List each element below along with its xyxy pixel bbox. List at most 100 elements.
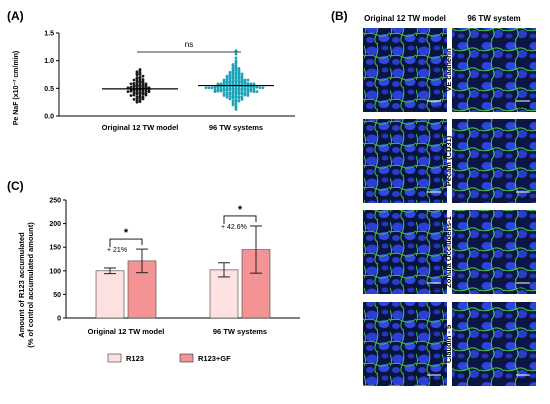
a-data-point	[234, 76, 238, 80]
a-data-point	[234, 80, 238, 84]
c-y-tick-label: 150	[49, 245, 61, 252]
a-y-tick-label: 1.5	[44, 31, 54, 38]
c-y-tick-label: 0	[57, 316, 61, 323]
a-data-point	[216, 89, 220, 93]
a-data-point	[222, 94, 226, 97]
a-data-point	[225, 81, 229, 85]
a-data-point	[141, 74, 145, 78]
a-data-point	[207, 86, 211, 90]
a-data-point	[258, 86, 262, 90]
c-legend-label-0: R123	[126, 354, 144, 363]
a-data-point	[132, 93, 136, 97]
b-row-label: Claudin - 5	[444, 325, 453, 363]
a-y-tick-label: 0.0	[44, 114, 54, 121]
a-data-point	[135, 81, 139, 85]
a-data-point	[255, 85, 259, 89]
a-data-point	[129, 82, 133, 86]
panel-label-c: (C)	[7, 179, 24, 193]
a-data-point	[234, 102, 238, 106]
c-significance-bracket	[109, 238, 143, 248]
a-data-point	[237, 99, 241, 103]
panel-label-a: (A)	[7, 9, 24, 23]
a-data-point	[231, 76, 235, 80]
b-scale-bar-label: 25 µm	[517, 104, 530, 109]
a-data-point	[138, 92, 142, 96]
a-data-point	[228, 88, 232, 92]
a-ns-label: ns	[185, 40, 193, 49]
a-data-point	[144, 89, 148, 93]
c-x-tick-label-0: Original 12 TW model	[88, 327, 165, 336]
a-data-point	[225, 91, 229, 95]
a-data-point	[213, 88, 217, 91]
a-data-point	[237, 80, 241, 84]
a-data-point	[138, 100, 142, 104]
a-data-point	[234, 56, 238, 60]
a-data-point	[231, 101, 235, 105]
a-data-point	[138, 73, 142, 76]
c-legend-label-1: R123+GF	[198, 354, 231, 363]
a-data-point	[237, 77, 241, 81]
a-data-point	[237, 88, 241, 92]
c-y-tick-label: 250	[49, 198, 61, 205]
a-data-point	[240, 93, 244, 96]
a-data-point	[237, 73, 241, 77]
a-data-point	[252, 88, 256, 91]
c-significance-bracket	[223, 215, 257, 224]
a-data-point	[222, 89, 226, 92]
a-y-axis-label: Pe NaF (x10⁻³ cm/min)	[13, 51, 20, 126]
a-data-point	[240, 98, 244, 101]
a-data-point	[138, 96, 142, 100]
c-legend: R123 R123+GF	[107, 353, 231, 363]
a-data-point	[231, 88, 235, 92]
a-data-point	[213, 90, 217, 94]
a-data-point	[237, 96, 241, 100]
a-data-point	[234, 107, 238, 111]
a-data-point	[135, 96, 139, 100]
a-data-point	[246, 91, 250, 95]
b-micrograph	[452, 28, 536, 112]
a-data-point	[132, 81, 136, 85]
c-legend-swatch-0	[107, 353, 122, 363]
b-micrograph	[363, 119, 447, 203]
panel-label-b: (B)	[331, 9, 348, 23]
c-y-axis-label: Amount of R123 accumulated	[17, 232, 26, 338]
a-data-point	[126, 90, 130, 94]
a-data-point	[138, 69, 142, 73]
a-data-point	[213, 85, 217, 89]
a-data-point	[261, 86, 265, 90]
c-percent-label: + 21%	[107, 247, 127, 254]
a-data-point	[243, 89, 247, 92]
a-data-point	[135, 100, 139, 104]
a-data-point	[237, 92, 241, 96]
b-column-title-1: 96 TW system	[467, 14, 520, 23]
b-scale-bar-label: 25 µm	[517, 286, 530, 291]
a-data-point	[246, 94, 250, 97]
a-data-point	[225, 78, 229, 81]
a-data-point	[231, 96, 235, 100]
c-significance-star: *	[124, 227, 129, 239]
a-data-point	[132, 98, 136, 101]
a-data-point	[138, 80, 142, 84]
c-y-tick-label: 200	[49, 221, 61, 228]
b-micrograph	[452, 210, 536, 294]
a-data-point	[249, 85, 253, 89]
a-data-point	[234, 92, 238, 96]
a-data-point	[147, 90, 151, 94]
a-data-point	[135, 84, 139, 88]
a-data-point	[135, 73, 139, 77]
a-data-point	[222, 91, 226, 95]
a-data-point	[234, 73, 238, 76]
b-scale-bar-label: 25 µm	[517, 195, 530, 200]
b-scale-bar-label: 25 µm	[428, 195, 441, 200]
a-data-point	[234, 88, 238, 92]
c-y-axis-label-2: (% of control accumulated amount)	[26, 222, 35, 348]
a-data-point	[210, 86, 214, 90]
a-data-point	[216, 85, 220, 89]
a-data-point	[228, 95, 232, 99]
b-micrograph	[452, 119, 536, 203]
b-column-title-0: Original 12 TW model	[364, 14, 446, 23]
c-percent-label: + 42.6%	[221, 224, 247, 231]
panel-b-micrograph-grid: Original 12 TW model 96 TW system 25 µm 2…	[363, 14, 536, 386]
b-row-label: VE cadherin	[444, 48, 453, 92]
